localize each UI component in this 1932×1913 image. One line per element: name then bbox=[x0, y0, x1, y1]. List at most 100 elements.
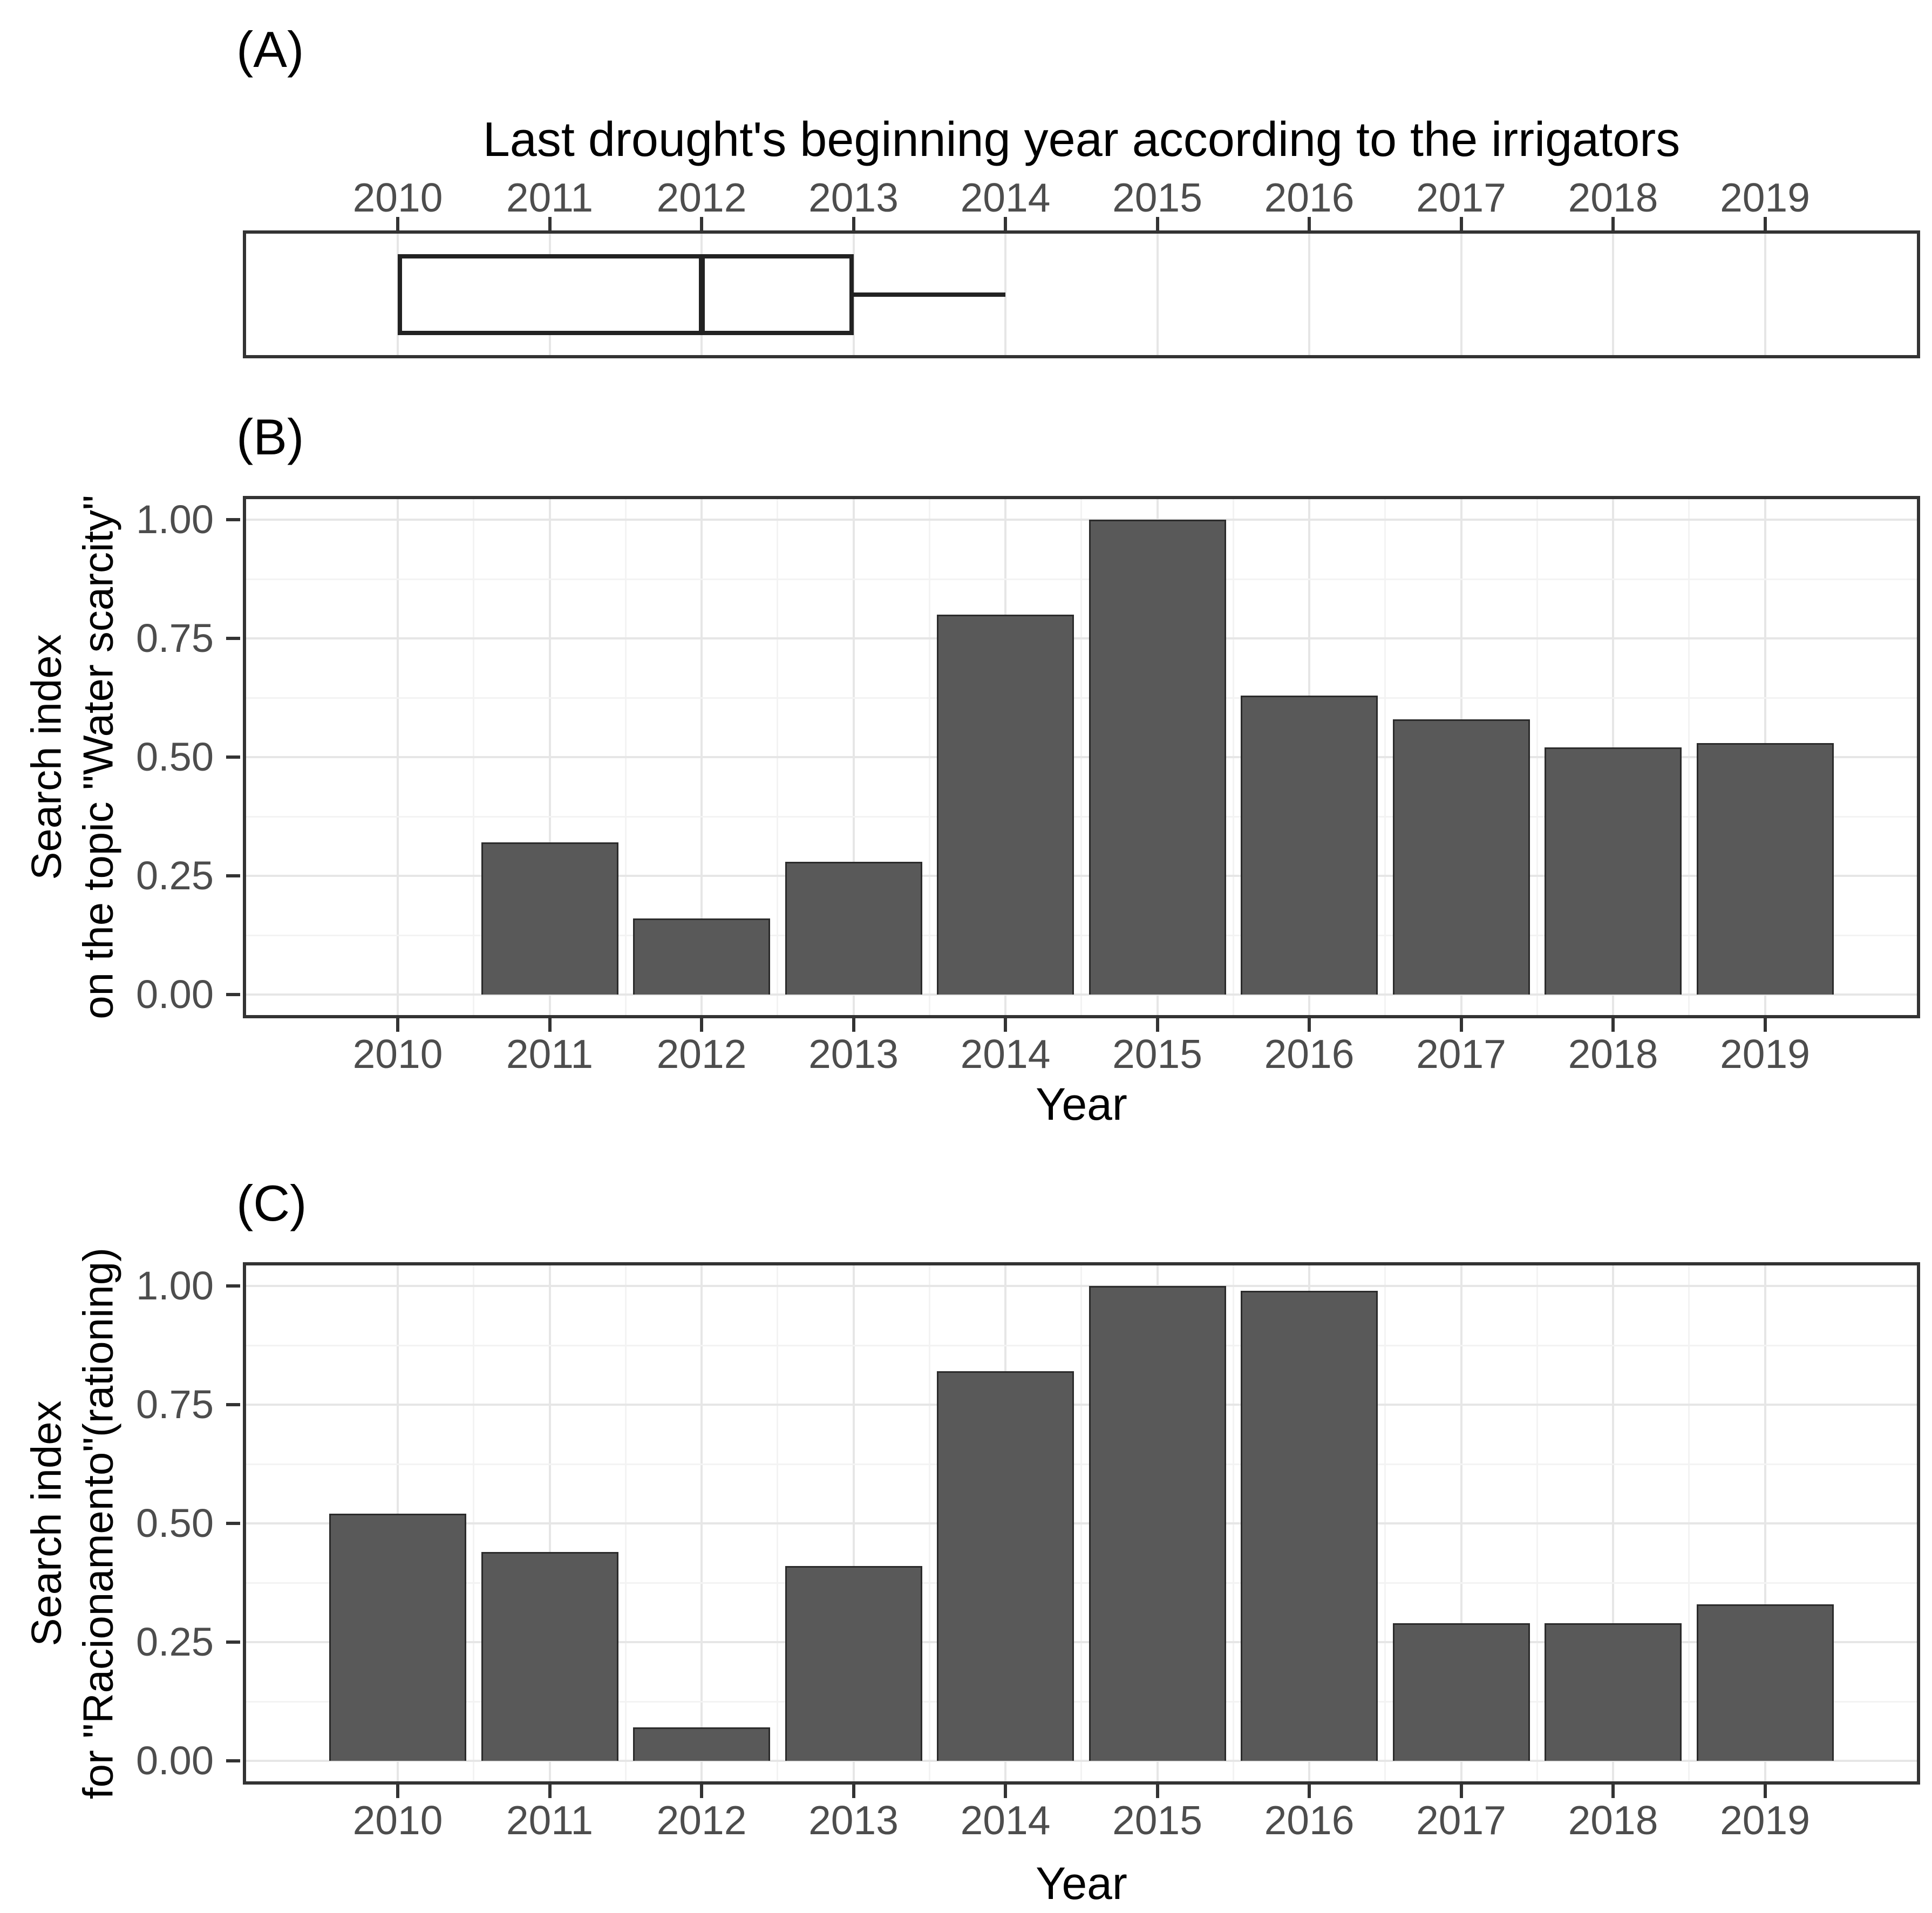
panel-a-x-tick bbox=[1004, 217, 1007, 230]
panel-c-x-tick-label: 2011 bbox=[506, 1798, 594, 1843]
panel-a-x-tick-label: 2013 bbox=[808, 175, 899, 220]
panel-b-x-tick-label: 2010 bbox=[352, 1031, 443, 1077]
panel-c-x-tick-label: 2019 bbox=[1720, 1798, 1810, 1843]
panel-b-y-tick bbox=[226, 755, 240, 759]
gridline-vertical-major bbox=[1308, 230, 1310, 358]
panel-a-x-tick bbox=[1611, 217, 1615, 230]
panel-a-x-tick bbox=[1763, 217, 1767, 230]
panel-c-bar-2014 bbox=[937, 1371, 1074, 1761]
panel-b-x-tick-label: 2013 bbox=[808, 1031, 899, 1077]
gridline-horizontal-major bbox=[243, 1760, 1920, 1762]
panel-b-x-tick-label: 2016 bbox=[1264, 1031, 1355, 1077]
panel-b-bar-2018 bbox=[1545, 747, 1682, 995]
panel-b-bar-2011 bbox=[481, 842, 618, 995]
panel-b-x-tick-label: 2019 bbox=[1720, 1031, 1810, 1077]
gridline-horizontal-minor bbox=[243, 934, 1920, 936]
panel-c-x-tick-label: 2016 bbox=[1264, 1798, 1355, 1843]
panel-a-tag: (A) bbox=[236, 21, 304, 78]
panel-c-x-tick bbox=[1308, 1785, 1311, 1798]
panel-b-y-tick bbox=[226, 993, 240, 996]
panel-c-x-tick bbox=[1155, 1785, 1159, 1798]
panel-c-x-tick-label: 2013 bbox=[808, 1798, 899, 1843]
panel-b-y-tick bbox=[226, 637, 240, 640]
panel-b-x-tick bbox=[1459, 1018, 1463, 1032]
gridline-horizontal-minor bbox=[243, 578, 1920, 580]
panel-c-x-tick bbox=[1459, 1785, 1463, 1798]
panel-c-tag: (C) bbox=[236, 1175, 307, 1231]
panel-c-y-tick bbox=[226, 1640, 240, 1644]
panel-c-bar-2016 bbox=[1241, 1290, 1378, 1761]
panel-c-bar-2010 bbox=[329, 1514, 466, 1761]
panel-c-bar-2015 bbox=[1089, 1286, 1226, 1761]
panel-b-y-axis-title-line1: Search index bbox=[22, 634, 70, 880]
gridline-horizontal-major bbox=[243, 519, 1920, 521]
panel-b-bar-2015 bbox=[1089, 520, 1226, 995]
panel-c-x-tick bbox=[1004, 1785, 1007, 1798]
panel-a-x-tick bbox=[1155, 217, 1159, 230]
panel-b-tag: (B) bbox=[236, 409, 304, 465]
panel-b-x-tick-label: 2011 bbox=[506, 1031, 594, 1077]
panel-b-plot-area bbox=[243, 496, 1920, 1018]
panel-b-x-tick bbox=[1308, 1018, 1311, 1032]
gridline-vertical-major bbox=[1156, 230, 1159, 358]
gridline-horizontal-minor bbox=[243, 815, 1920, 818]
panel-a-title: Last drought's beginning year according … bbox=[482, 113, 1681, 167]
gridline-horizontal-major bbox=[243, 993, 1920, 996]
panel-a-x-tick-label: 2017 bbox=[1416, 175, 1506, 220]
panel-b-x-tick-label: 2014 bbox=[960, 1031, 1051, 1077]
gridline-horizontal-minor bbox=[243, 1700, 1920, 1703]
panel-b-x-tick bbox=[396, 1018, 399, 1032]
panel-b-x-tick-label: 2017 bbox=[1416, 1031, 1506, 1077]
gridline-horizontal-major bbox=[243, 1641, 1920, 1643]
panel-b-x-tick bbox=[548, 1018, 552, 1032]
panel-b-x-tick bbox=[700, 1018, 703, 1032]
panel-c-x-tick-label: 2012 bbox=[656, 1798, 747, 1843]
panel-a-x-tick-label: 2011 bbox=[506, 175, 594, 220]
panel-b-y-tick-label: 0.00 bbox=[135, 972, 214, 1017]
panel-b-x-axis-title: Year bbox=[1036, 1079, 1127, 1129]
panel-b-x-tick-label: 2015 bbox=[1112, 1031, 1202, 1077]
panel-b-y-tick-label: 0.25 bbox=[135, 853, 214, 898]
panel-c-y-tick-label: 0.50 bbox=[135, 1501, 214, 1546]
panel-c-plot-area bbox=[243, 1262, 1920, 1785]
panel-c-x-tick bbox=[548, 1785, 552, 1798]
gridline-horizontal-major bbox=[243, 637, 1920, 639]
panel-b-y-tick bbox=[226, 874, 240, 877]
panel-c-y-tick-label: 0.75 bbox=[135, 1382, 214, 1427]
panel-c-x-axis-title: Year bbox=[1036, 1858, 1127, 1909]
panel-c-y-axis-title-line2: for "Racionamento"(rationing) bbox=[74, 1247, 122, 1800]
panel-c-x-tick-label: 2017 bbox=[1416, 1798, 1506, 1843]
gridline-horizontal-major bbox=[243, 1404, 1920, 1406]
gridline-horizontal-minor bbox=[243, 1344, 1920, 1346]
panel-b-bar-2012 bbox=[633, 918, 770, 995]
panel-b-x-tick bbox=[1611, 1018, 1615, 1032]
panel-c-x-tick-label: 2014 bbox=[960, 1798, 1051, 1843]
panel-b-x-tick-label: 2018 bbox=[1568, 1031, 1658, 1077]
panel-b-bar-2016 bbox=[1241, 695, 1378, 995]
panel-c-x-tick-label: 2015 bbox=[1112, 1798, 1202, 1843]
panel-b-bar-2013 bbox=[785, 861, 922, 995]
gridline-vertical-major bbox=[1764, 230, 1766, 358]
panel-b-y-tick bbox=[226, 518, 240, 521]
panel-c-y-axis-title-line1: Search index bbox=[22, 1400, 70, 1646]
gridline-vertical-major bbox=[1612, 230, 1614, 358]
panel-c-bar-2018 bbox=[1545, 1623, 1682, 1761]
panel-a-x-tick-label: 2014 bbox=[960, 175, 1051, 220]
panel-b-x-tick bbox=[1155, 1018, 1159, 1032]
panel-a-x-tick-label: 2012 bbox=[656, 175, 747, 220]
gridline-horizontal-minor bbox=[243, 1582, 1920, 1584]
panel-b-bar-2019 bbox=[1696, 743, 1834, 995]
gridline-horizontal-major bbox=[243, 756, 1920, 758]
panel-c-bar-2012 bbox=[633, 1727, 770, 1761]
panel-b-y-axis-title-line2: on the topic "Water scarcity" bbox=[74, 495, 122, 1019]
panel-c-x-tick bbox=[1763, 1785, 1767, 1798]
panel-c-y-tick bbox=[226, 1284, 240, 1288]
panel-a-x-tick-label: 2019 bbox=[1720, 175, 1810, 220]
panel-c-x-tick bbox=[852, 1785, 855, 1798]
gridline-horizontal-major bbox=[243, 1285, 1920, 1287]
panel-c-y-tick bbox=[226, 1403, 240, 1406]
panel-a-x-tick bbox=[852, 217, 855, 230]
panel-a-x-tick bbox=[1308, 217, 1311, 230]
panel-a-x-tick-label: 2015 bbox=[1112, 175, 1202, 220]
